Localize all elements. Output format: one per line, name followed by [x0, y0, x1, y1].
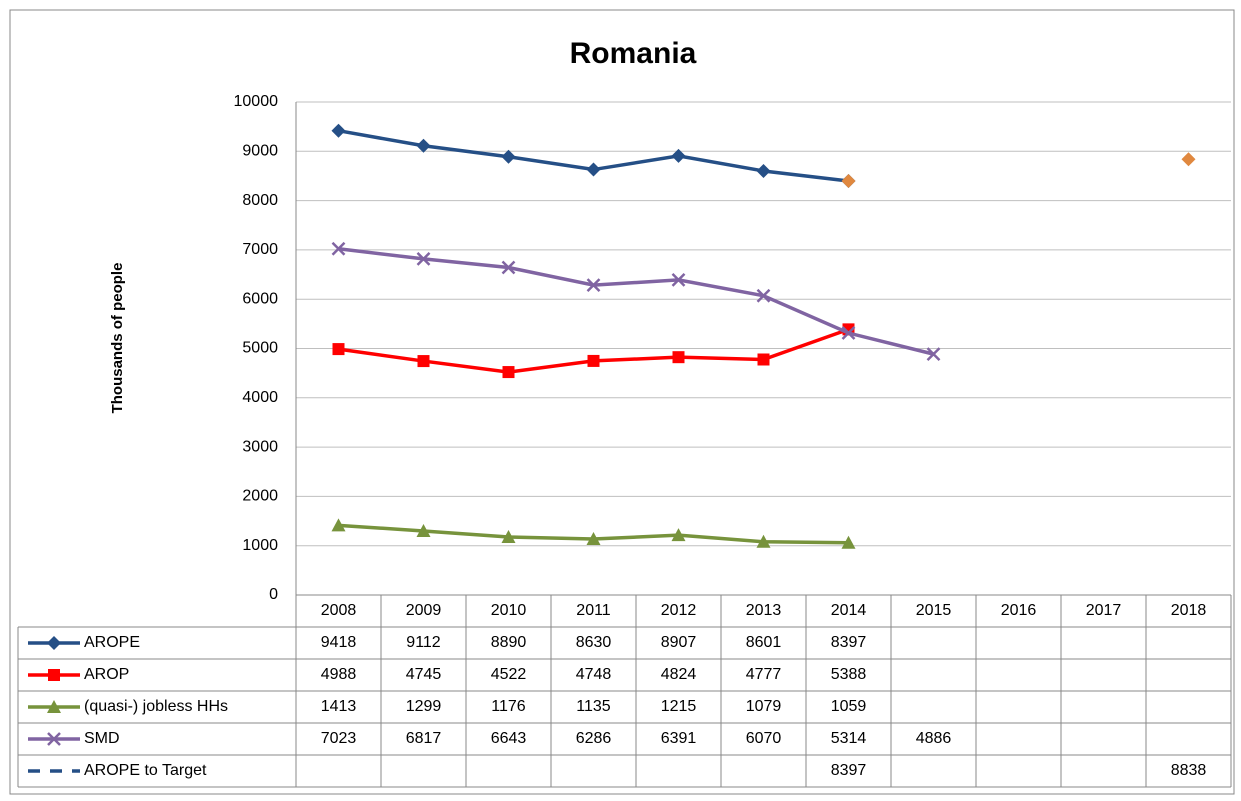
marker: [757, 353, 770, 366]
table-value: 4824: [661, 666, 697, 683]
table-value: 1215: [661, 698, 697, 715]
table-value: 9112: [406, 634, 441, 651]
marker: [586, 532, 601, 546]
table-value: 6643: [491, 730, 527, 747]
table-value: 7023: [321, 730, 357, 747]
marker: [331, 123, 346, 138]
table-value: 4522: [491, 666, 527, 683]
marker: [417, 355, 430, 368]
x-tick-label: 2017: [1086, 602, 1122, 619]
marker: [926, 347, 941, 362]
table-value: 4748: [576, 666, 612, 683]
table-value: 1299: [406, 698, 442, 715]
y-tick-label: 9000: [242, 143, 278, 160]
y-tick-label: 2000: [242, 488, 278, 505]
legend-label: (quasi-) jobless HHs: [84, 698, 228, 715]
marker: [672, 351, 685, 364]
table-value: 5388: [831, 666, 867, 683]
x-tick-label: 2016: [1001, 602, 1037, 619]
marker: [671, 273, 686, 287]
marker: [416, 252, 431, 266]
legend-label: AROPE: [84, 634, 140, 651]
marker: [502, 366, 515, 379]
table-value: 6817: [406, 730, 442, 747]
marker: [1181, 152, 1196, 167]
table-value: 1135: [576, 698, 611, 715]
legend-label: AROPE to Target: [84, 762, 207, 779]
table-value: 5314: [831, 730, 867, 747]
marker: [416, 138, 431, 153]
table-value: 1059: [831, 698, 867, 715]
marker: [47, 636, 61, 650]
chart-border: [9, 9, 1235, 795]
x-tick-label: 2013: [746, 602, 782, 619]
marker: [416, 523, 431, 537]
table-value: 6070: [746, 730, 782, 747]
table-value: 8890: [491, 634, 527, 651]
table-value: 8397: [831, 762, 867, 779]
series-line: [338, 247, 934, 356]
marker: [841, 174, 856, 189]
x-tick-label: 2008: [321, 602, 357, 619]
x-tick-label: 2014: [831, 602, 867, 619]
y-tick-label: 10000: [234, 93, 279, 110]
table-value: 8397: [831, 634, 867, 651]
legend-label: AROP: [84, 666, 129, 683]
marker: [332, 343, 345, 356]
y-tick-label: 8000: [242, 192, 278, 209]
marker: [587, 354, 600, 367]
marker: [586, 162, 601, 177]
y-tick-label: 0: [269, 586, 278, 603]
marker: [47, 732, 61, 746]
y-tick-label: 4000: [242, 389, 278, 406]
x-tick-label: 2018: [1171, 602, 1207, 619]
marker: [586, 278, 601, 292]
x-tick-label: 2015: [916, 602, 952, 619]
marker: [501, 260, 516, 275]
table-value: 6391: [661, 730, 697, 747]
table-value: 8838: [1171, 762, 1207, 779]
table-value: 6286: [576, 730, 612, 747]
y-axis-label: Thousands of people: [109, 263, 126, 414]
table-value: 4777: [746, 666, 782, 683]
marker: [331, 518, 346, 532]
table-value: 1176: [491, 698, 526, 715]
table-value: 9418: [321, 634, 357, 651]
x-tick-label: 2011: [576, 602, 611, 619]
table-value: 8907: [661, 634, 697, 651]
table-value: 8630: [576, 634, 612, 651]
marker: [841, 326, 856, 340]
marker: [48, 669, 60, 681]
marker: [501, 530, 516, 544]
marker: [756, 288, 771, 303]
y-tick-label: 1000: [242, 537, 278, 554]
y-tick-label: 6000: [242, 290, 278, 307]
marker: [756, 534, 771, 548]
chart-title: Romania: [570, 37, 697, 70]
legend-label: SMD: [84, 730, 120, 747]
table-value: 4745: [406, 666, 442, 683]
marker: [756, 163, 771, 178]
marker: [331, 241, 346, 256]
marker: [501, 149, 516, 164]
marker: [841, 535, 856, 549]
marker: [671, 528, 686, 542]
marker: [671, 148, 686, 163]
y-tick-label: 7000: [242, 241, 278, 258]
y-tick-label: 5000: [242, 340, 278, 357]
marker: [47, 700, 61, 713]
x-tick-label: 2009: [406, 602, 442, 619]
table-value: 1079: [746, 698, 782, 715]
table-value: 8601: [746, 634, 782, 651]
table-value: 4988: [321, 666, 357, 683]
table-value: 4886: [916, 730, 952, 747]
x-tick-label: 2010: [491, 602, 527, 619]
y-tick-label: 3000: [242, 438, 278, 455]
x-tick-label: 2012: [661, 602, 697, 619]
table-value: 1413: [321, 698, 357, 715]
